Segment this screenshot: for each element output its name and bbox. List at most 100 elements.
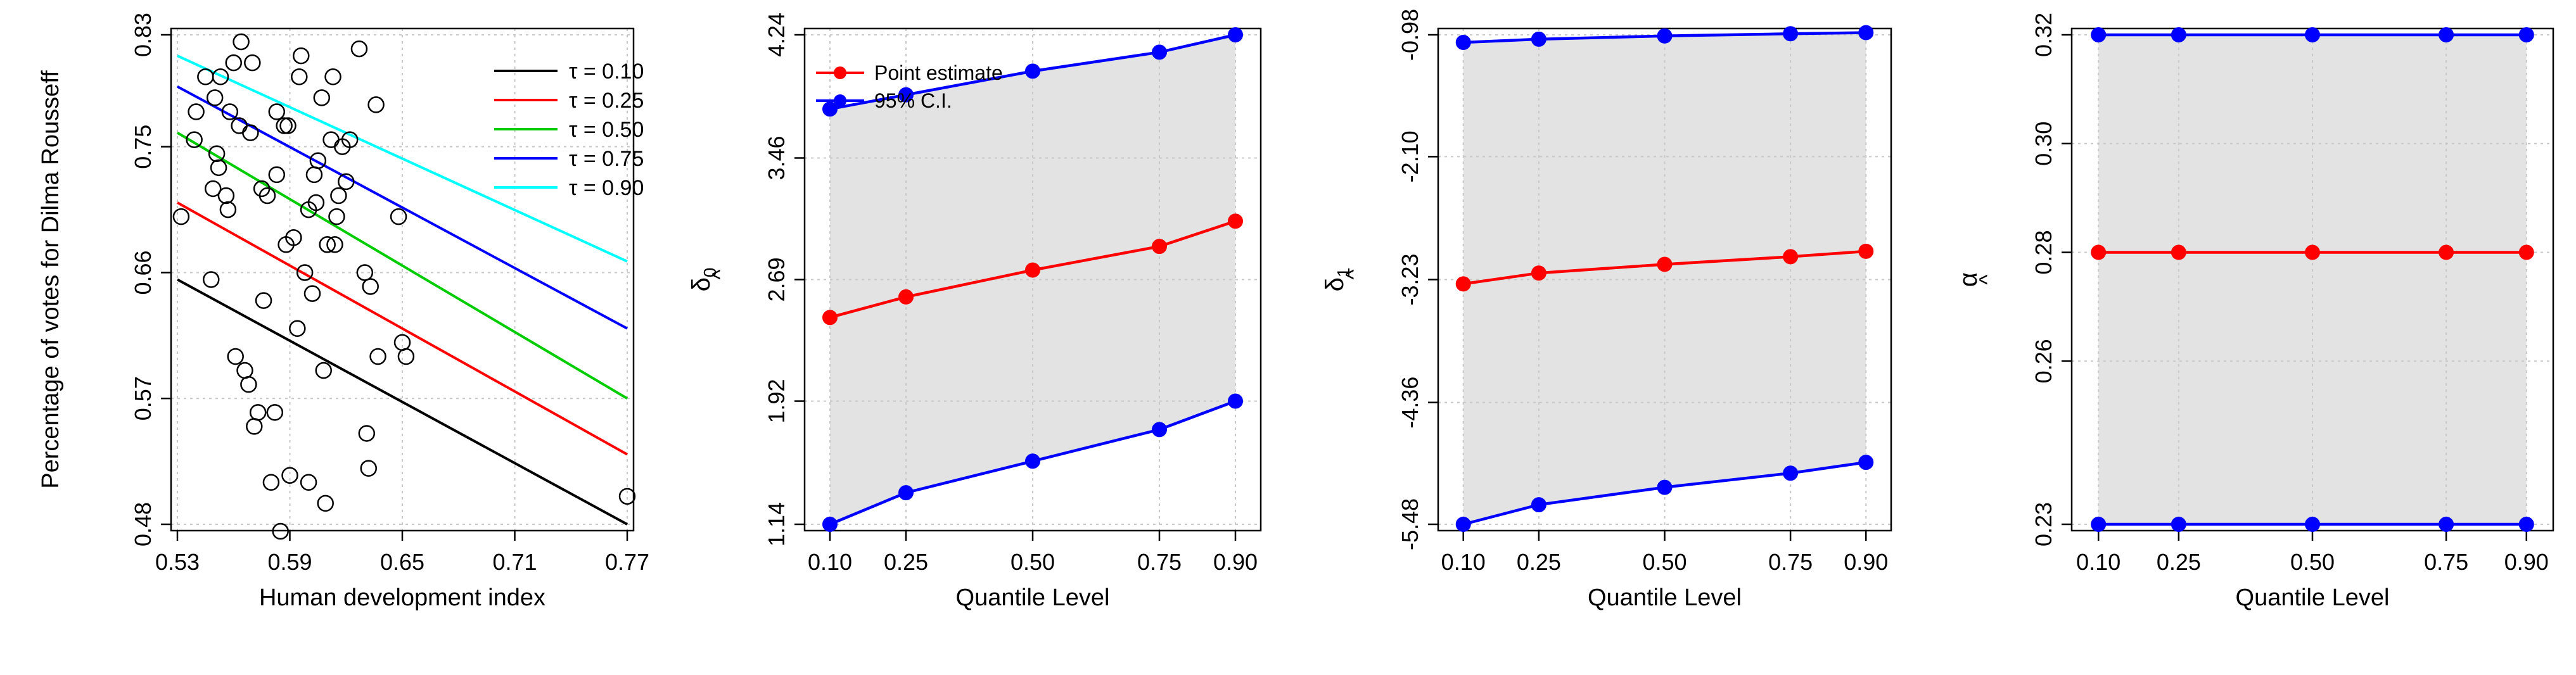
- x-tick-label: 0.50: [1011, 549, 1055, 575]
- ci-upper-point: [2091, 27, 2107, 42]
- data-point: [219, 201, 237, 218]
- x-tick-label: 0.10: [2076, 549, 2120, 575]
- ci-lower-point: [1455, 517, 1471, 532]
- data-point: [330, 187, 347, 205]
- data-point: [272, 522, 289, 540]
- data-point: [210, 159, 227, 177]
- ci-lower-point: [1657, 479, 1673, 495]
- x-tick-label: 0.10: [808, 549, 852, 575]
- ci-upper-point: [1455, 35, 1471, 51]
- data-point: [326, 236, 343, 253]
- scatter-panel: 0.53 0.59 0.65 0.71 0.77 0.48 0.57 0.66 0.75 0.83…: [37, 13, 649, 611]
- data-point: [358, 425, 376, 442]
- ci-lower-point: [2305, 517, 2320, 532]
- quantile-line: [177, 54, 628, 263]
- legend-label: Point estimate: [874, 61, 1003, 84]
- x-tick-label: 0.90: [1844, 549, 1888, 575]
- point-estimate-point: [1858, 243, 1874, 259]
- ci-band: [2098, 35, 2527, 524]
- data-point: [225, 54, 242, 72]
- ci-upper-point: [1783, 26, 1799, 42]
- data-point: [212, 68, 229, 85]
- data-point: [246, 418, 263, 435]
- data-point: [360, 460, 377, 477]
- data-point: [172, 208, 190, 225]
- data-point: [324, 68, 341, 85]
- data-point: [303, 285, 321, 302]
- ci-lower-point: [1783, 465, 1799, 481]
- point-estimate-point: [2091, 244, 2107, 260]
- y-tick-label: -4.36: [1397, 377, 1423, 429]
- y-tick-label: 0.66: [130, 250, 156, 294]
- y-tick-label: 0.28: [2031, 230, 2056, 275]
- x-tick-label: 0.25: [1517, 549, 1561, 575]
- y-axis-label: α: [1954, 272, 1982, 287]
- data-point: [249, 404, 267, 421]
- y-tick-label: 3.46: [763, 136, 789, 180]
- data-point: [356, 264, 374, 281]
- data-point: [393, 334, 411, 351]
- y-tick-label: 0.75: [130, 125, 156, 169]
- data-point: [618, 488, 636, 505]
- data-point: [328, 208, 345, 225]
- x-tick-label: 0.75: [1768, 549, 1813, 575]
- point-estimate-point: [822, 310, 838, 325]
- point-estimate-point: [898, 289, 914, 305]
- data-point: [289, 320, 306, 338]
- data-point: [291, 68, 308, 85]
- x-tick-label: 0.65: [380, 549, 424, 575]
- y-axis-label-hat: ^: [708, 269, 732, 279]
- legend-label: τ = 0.75: [569, 147, 644, 171]
- ci-lower-point: [1531, 497, 1546, 513]
- x-axis-label: Quantile Level: [1588, 584, 1742, 611]
- x-tick-label: 0.53: [155, 549, 200, 575]
- plot-frame: [170, 27, 635, 532]
- data-point: [319, 236, 336, 253]
- data-point: [203, 271, 220, 288]
- y-tick-label: 0.57: [130, 376, 156, 420]
- data-point: [262, 474, 280, 491]
- y-tick-label: -5.48: [1397, 498, 1423, 550]
- y-tick-label: -2.10: [1397, 130, 1423, 182]
- ci-lower-point: [1025, 453, 1040, 469]
- point-estimate-point: [1657, 256, 1673, 272]
- delta1-panel: 0.10 0.25 0.50 0.75 0.90 -5.48 -4.36 -3.23 -2.10…: [1321, 9, 1892, 611]
- data-point: [279, 117, 296, 134]
- ci-upper-point: [1025, 63, 1040, 79]
- point-estimate-point: [1783, 249, 1799, 265]
- data-point: [204, 180, 222, 198]
- ci-upper-point: [1152, 44, 1167, 60]
- data-point: [233, 33, 250, 51]
- data-point: [244, 54, 261, 72]
- data-point: [296, 264, 314, 281]
- x-tick-label: 0.50: [2290, 549, 2335, 575]
- point-estimate-point: [1152, 239, 1167, 255]
- point-estimate-point: [1455, 276, 1471, 292]
- data-point: [390, 208, 407, 225]
- x-axis-label: Quantile Level: [2236, 584, 2390, 611]
- data-point: [188, 103, 205, 120]
- ci-upper-point: [898, 87, 914, 103]
- data-point: [221, 103, 239, 120]
- x-tick-label: 0.71: [492, 549, 537, 575]
- data-point: [367, 96, 385, 113]
- data-point: [281, 467, 298, 484]
- point-estimate-point: [1025, 262, 1040, 278]
- data-point: [315, 362, 332, 379]
- ci-lower-point: [2171, 517, 2186, 532]
- ci-upper-point: [1531, 31, 1546, 47]
- y-tick-label: 2.69: [763, 257, 789, 301]
- y-tick-label: 0.32: [2031, 13, 2056, 57]
- ci-lower-point: [2518, 517, 2534, 532]
- x-tick-label: 0.77: [605, 549, 649, 575]
- y-axis-label: δ0: [687, 268, 720, 292]
- ci-lower-point: [898, 485, 914, 501]
- data-point: [268, 103, 286, 120]
- y-tick-label: 0.23: [2031, 502, 2056, 546]
- point-estimate-point: [2439, 244, 2454, 260]
- delta0-panel: 0.10 0.25 0.50 0.75 0.90 1.14 1.92 2.69 3.46 4.24…: [687, 13, 1262, 611]
- x-tick-label: 0.90: [1213, 549, 1258, 575]
- legend-label: 95% C.I.: [874, 89, 952, 112]
- data-point: [317, 495, 334, 512]
- data-point: [197, 68, 214, 85]
